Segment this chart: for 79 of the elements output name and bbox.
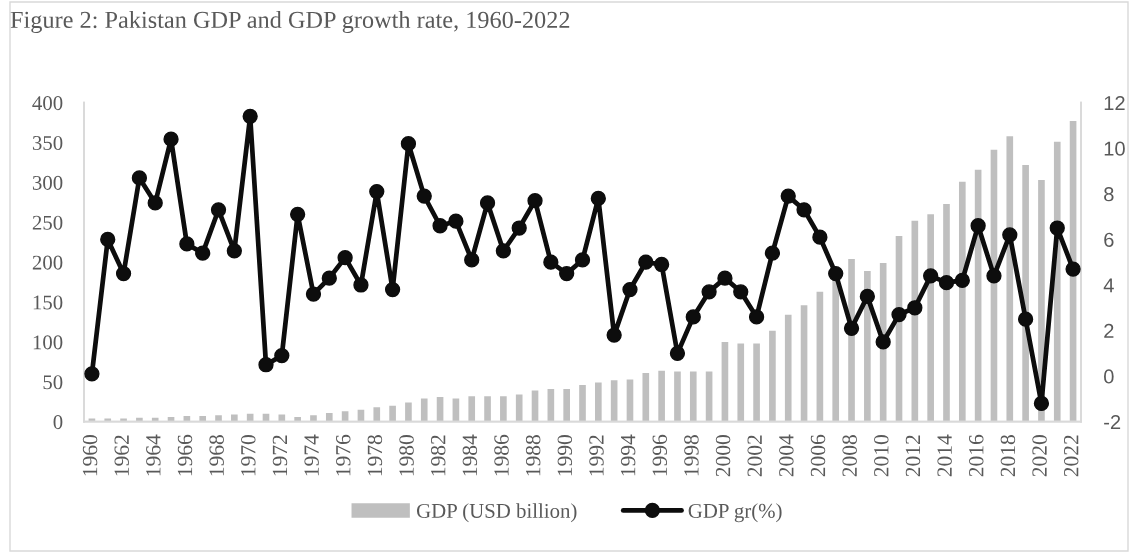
bar	[595, 382, 602, 422]
y-tick-label: 400	[32, 96, 63, 111]
chart-title: Figure 2: Pakistan GDP and GDP growth rate, 1960-2022	[10, 10, 570, 34]
bar	[642, 373, 650, 422]
y-tick-label: 100	[33, 335, 63, 350]
bar	[784, 314, 792, 422]
legend-label: GDP (USD billion)	[416, 503, 577, 523]
bar	[405, 402, 412, 422]
x-tick-label: 1984	[462, 434, 478, 476]
x-tick-label: 1970	[241, 435, 256, 476]
bar	[515, 394, 523, 422]
bar	[373, 407, 381, 422]
y-tick-label: 0	[53, 415, 63, 430]
x-tick-label: 1978	[367, 435, 383, 476]
x-tick-label: 2004	[779, 434, 794, 477]
bar	[199, 416, 207, 422]
bar	[468, 396, 476, 422]
x-tick-label: 2020	[1032, 435, 1047, 477]
bar	[674, 371, 681, 422]
x-tick-label: 2010	[874, 435, 889, 477]
x-tick-label: 1986	[494, 434, 509, 476]
x-tick-label: 1988	[525, 435, 541, 476]
bar	[658, 370, 665, 422]
y-tick-label: 350	[32, 135, 63, 151]
bar	[689, 371, 697, 422]
bar	[753, 343, 760, 422]
x-tick-label: 1996	[652, 434, 668, 476]
bar	[800, 305, 808, 422]
x-tick-label: 1964	[146, 434, 161, 476]
x-tick-label: 1976	[336, 434, 351, 476]
y2-tick-label: 2	[1104, 323, 1114, 338]
x-tick-label: 1968	[209, 435, 224, 476]
x-tick-label: 2000	[715, 435, 731, 477]
bar	[705, 371, 713, 422]
x-tick-label: 2002	[747, 435, 762, 477]
x-tick-label: 1966	[177, 434, 193, 476]
y2-tick-label: 12	[1104, 95, 1125, 110]
bar	[816, 291, 824, 422]
x-tick-label: 1982	[430, 435, 446, 476]
x-tick-label: 1990	[557, 435, 573, 476]
bar	[389, 405, 396, 422]
y-tick-label: 200	[32, 255, 63, 270]
bar	[769, 330, 776, 422]
bar	[325, 412, 333, 422]
bar	[310, 415, 317, 422]
bar	[484, 396, 491, 422]
x-tick-label: 2022	[1063, 435, 1079, 477]
x-tick-label: 2008	[842, 435, 857, 477]
x-tick-label: 1972	[272, 435, 288, 476]
x-tick-label: 1960	[82, 435, 98, 476]
x-tick-label: 2014	[937, 434, 952, 477]
bar	[215, 415, 222, 422]
y2-tick-label: 8	[1104, 187, 1114, 202]
x-tick-label: 2016	[969, 434, 984, 477]
x-tick-label: 1998	[684, 435, 699, 476]
y2-tick-label: 6	[1104, 232, 1114, 247]
x-tick-label: 2006	[810, 434, 826, 477]
bar	[579, 385, 586, 422]
x-tick-label: 1962	[114, 435, 129, 476]
bar	[626, 379, 634, 422]
bar	[420, 398, 428, 422]
x-tick-label: 1974	[304, 434, 319, 476]
x-tick-label: 1992	[589, 435, 604, 476]
x-tick-label: 2012	[905, 435, 921, 477]
y2-tick-label: 4	[1103, 278, 1114, 293]
y-tick-label: 250	[32, 215, 63, 230]
bar	[737, 343, 745, 422]
x-tick-label: 1994	[620, 434, 636, 476]
y-tick-label: 50	[43, 375, 63, 390]
legend-label: GDP gr(%)	[688, 503, 782, 523]
x-tick-label: 1980	[399, 435, 414, 476]
y-tick-label: 300	[32, 175, 63, 190]
y2-tick-label: 0	[1104, 369, 1114, 384]
y2-tick-label: -2	[1104, 414, 1121, 429]
bar	[500, 396, 507, 422]
y2-tick-label: 10	[1104, 141, 1125, 156]
bar	[563, 389, 570, 422]
x-tick-label: 2018	[1000, 435, 1016, 477]
y-tick-label: 150	[33, 295, 63, 310]
